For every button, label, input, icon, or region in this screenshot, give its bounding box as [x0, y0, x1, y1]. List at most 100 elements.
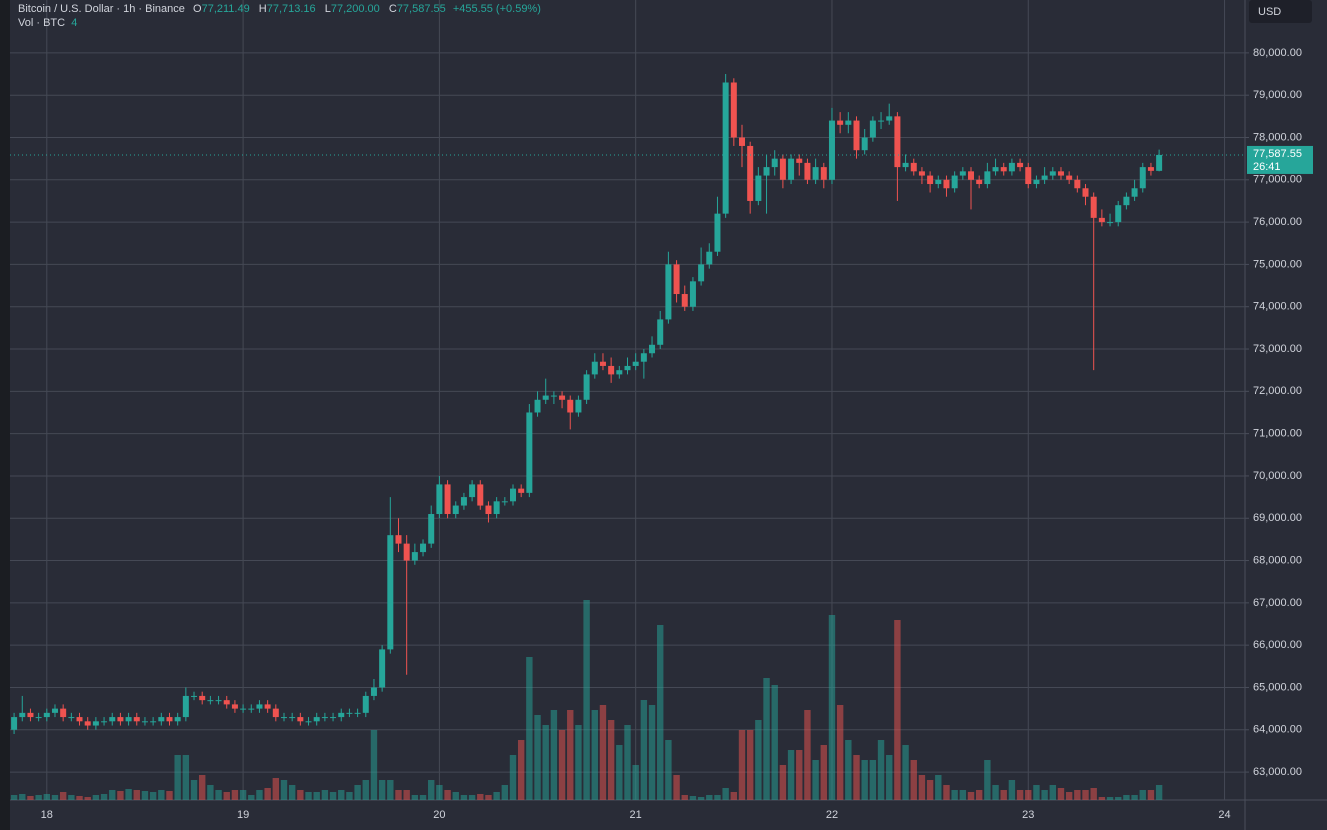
ohlc-key: L: [324, 3, 331, 15]
ohlc-key: O: [193, 3, 202, 15]
currency[interactable]: USD: [1258, 6, 1281, 18]
candle-body: [19, 712, 26, 718]
candle-body: [191, 695, 198, 697]
volume-bar: [199, 775, 206, 800]
volume-bar: [558, 730, 566, 800]
volume-bar: [746, 730, 754, 800]
volume-bar: [910, 760, 917, 800]
candle-body: [68, 717, 75, 719]
y-tick-label: 79,000.00: [1253, 89, 1302, 101]
candle-layer: [10, 74, 1245, 735]
volume-bar: [975, 790, 983, 800]
candle-body: [927, 175, 934, 185]
volume-bar: [877, 740, 885, 800]
volume-bar: [681, 795, 688, 800]
volume-bar: [722, 788, 729, 800]
volume-bar: [787, 750, 795, 800]
volume-bar: [828, 615, 836, 800]
candle-body: [747, 145, 754, 201]
volume-legend-row: Vol · BTC 4: [18, 16, 545, 30]
volume-bar: [1000, 790, 1007, 800]
volume-bar: [493, 792, 500, 800]
candle-body: [133, 717, 140, 722]
volume-bar: [59, 792, 67, 800]
candle-body: [321, 717, 328, 719]
candle-body: [60, 708, 67, 718]
volume-bar: [419, 795, 427, 800]
candle-body: [117, 717, 124, 722]
volume-bar: [509, 755, 517, 800]
volume-bar: [689, 796, 697, 800]
candle-body: [485, 505, 492, 515]
volume-bar: [403, 790, 410, 800]
price-axis-background: [1245, 0, 1327, 830]
candle-body: [992, 167, 999, 172]
candle-body: [984, 171, 991, 185]
candle-body: [43, 712, 50, 718]
volume-bar: [951, 790, 958, 800]
volume-bar: [239, 790, 247, 800]
volume-bar: [575, 725, 582, 800]
y-tick-label: 66,000.00: [1253, 639, 1302, 651]
candle-body: [583, 374, 590, 400]
volume-bar: [1147, 790, 1155, 800]
candle-body: [231, 704, 238, 709]
volume-bar: [935, 775, 942, 800]
volume-label: Vol · BTC: [18, 17, 66, 29]
volume-bar: [673, 775, 680, 800]
volume-bar: [1065, 792, 1073, 800]
volume-bar: [542, 725, 549, 800]
candle-body: [174, 717, 181, 722]
candle-body: [501, 501, 508, 503]
candle-body: [779, 158, 786, 180]
volume-bar: [1082, 790, 1089, 800]
candle-body: [567, 399, 574, 413]
candle-body: [272, 708, 279, 718]
y-tick-label: 71,000.00: [1253, 428, 1302, 440]
volume-bar: [84, 797, 91, 800]
ohlc-key: H: [258, 3, 267, 15]
volume-bar: [68, 795, 75, 800]
candle-body: [109, 717, 116, 722]
candle-body: [509, 488, 516, 502]
volume-bar: [697, 797, 705, 800]
candle-body: [1098, 217, 1105, 223]
volume-bar: [1049, 785, 1056, 800]
volume-bar: [640, 700, 648, 800]
candle-body: [362, 695, 369, 713]
volume-bar: [485, 795, 492, 800]
volume-bar: [1057, 788, 1065, 800]
candle-body: [101, 721, 108, 723]
volume-bar: [256, 790, 263, 800]
volume-bar: [207, 785, 214, 800]
currency-button[interactable]: [1249, 0, 1312, 23]
volume-bar: [477, 794, 484, 800]
volume-bar: [370, 730, 378, 800]
candle-body: [845, 120, 852, 125]
candle-body: [1033, 179, 1040, 185]
volume-bar: [706, 795, 713, 800]
volume-bar: [436, 785, 443, 800]
candle-body: [92, 721, 99, 726]
y-tick-label: 73,000.00: [1253, 343, 1302, 355]
volume-bar: [836, 705, 844, 800]
x-tick-label: 20: [433, 809, 445, 821]
candle-body: [346, 712, 353, 714]
volume-bar: [771, 685, 778, 800]
candle-body: [379, 649, 386, 688]
candle-body: [256, 704, 263, 709]
candle-body: [11, 717, 18, 730]
candle-body: [968, 171, 975, 180]
candle-body: [649, 344, 656, 354]
candle-body: [542, 395, 549, 400]
candle-body: [223, 700, 230, 705]
y-tick-label: 64,000.00: [1253, 724, 1302, 736]
volume-bar: [1074, 790, 1081, 800]
candle-body: [706, 251, 713, 265]
volume-bar: [861, 760, 868, 800]
candle-body: [125, 717, 132, 722]
volume-bar: [632, 765, 639, 800]
candle-body: [608, 365, 615, 375]
candle-body: [722, 82, 729, 214]
y-tick-label: 77,000.00: [1253, 174, 1302, 186]
